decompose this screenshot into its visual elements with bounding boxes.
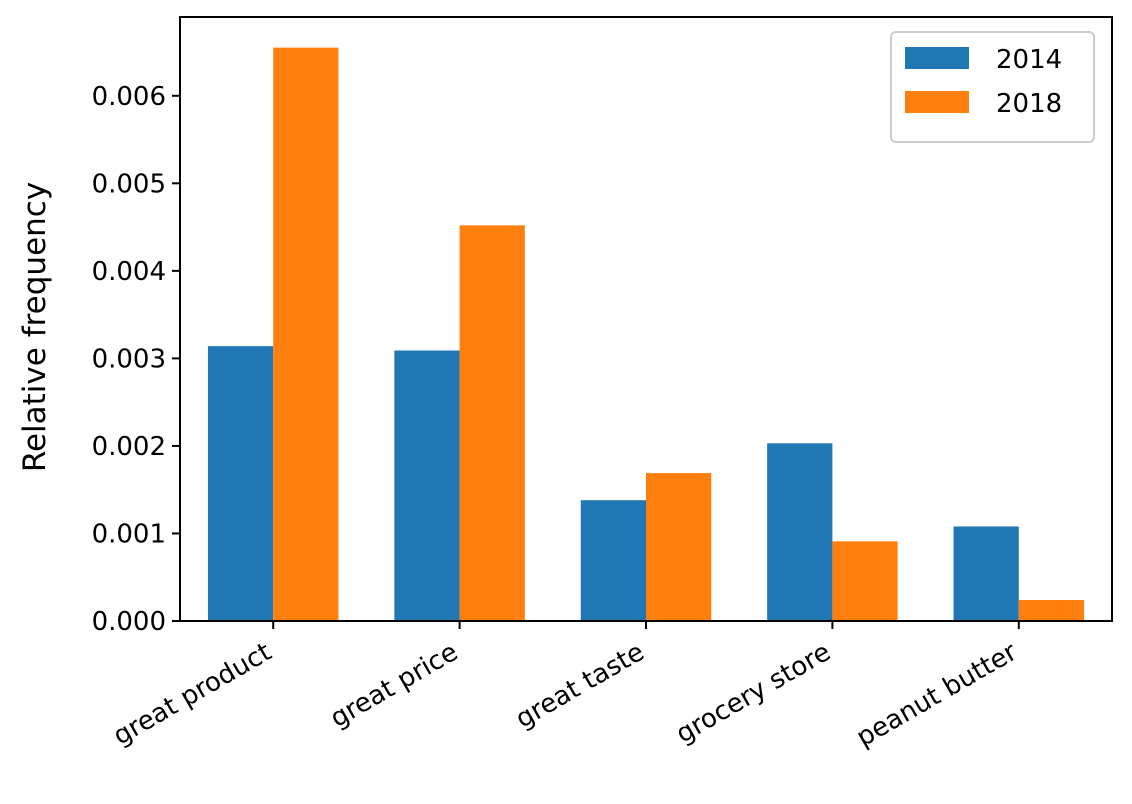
legend-swatch-2018 [905, 91, 969, 113]
bar-2018-great-taste [646, 473, 712, 621]
bar-2014-grocery-store [767, 443, 833, 621]
y-tick-label: 0.006 [92, 82, 166, 112]
bar-2018-grocery-store [832, 541, 898, 621]
y-tick-label: 0.004 [92, 257, 166, 287]
y-tick-label: 0.000 [92, 607, 166, 637]
bar-2018-great-product [273, 47, 339, 621]
bar-2014-great-product [207, 346, 274, 621]
bar-2014-great-taste [580, 500, 646, 621]
legend-label-2014: 2014 [996, 45, 1062, 75]
y-axis-ticks: 0.000 0.001 0.002 0.003 0.004 0.005 0.006 [92, 82, 180, 637]
legend: 2014 2018 [890, 31, 1095, 143]
bar-2014-peanut-butter [953, 526, 1019, 621]
legend-label-2018: 2018 [996, 89, 1062, 119]
bar-2018-great-price [459, 225, 525, 621]
y-tick-label: 0.002 [92, 432, 166, 462]
y-tick-label: 0.005 [92, 169, 166, 199]
y-tick-label: 0.001 [92, 519, 166, 549]
legend-swatch-2014 [905, 47, 969, 69]
bar-2014-great-price [394, 350, 460, 621]
y-tick-label: 0.003 [92, 344, 166, 374]
bar-2018-peanut-butter [1018, 599, 1085, 621]
y-axis-label: Relative frequency [17, 182, 53, 472]
plot-frame [179, 16, 1113, 622]
bars-group [207, 47, 1085, 621]
